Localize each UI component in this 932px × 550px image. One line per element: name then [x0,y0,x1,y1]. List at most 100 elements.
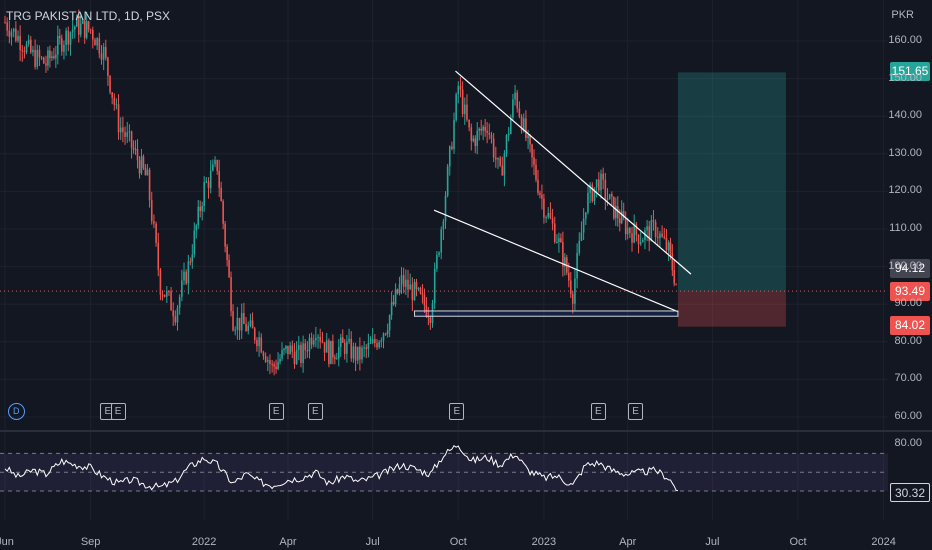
candle-body [578,240,581,254]
candle-body [102,46,105,60]
candle-body [448,146,451,167]
candle-body [271,364,273,366]
candle-body [161,294,164,296]
candle-body [197,206,200,226]
candle-body [529,135,531,145]
candle-body [541,194,543,199]
price-tick-label: 90.00 [894,297,922,310]
candle-body [176,307,179,323]
time-tick-label: Sep [80,536,101,548]
candle-body [247,325,250,332]
candle-body [264,356,267,362]
candle-body [367,343,370,350]
candle-body [256,340,258,347]
candle-body [334,357,336,359]
candle-body [459,85,462,90]
candle-body [490,134,493,139]
time-tick-label: Jul [365,536,380,548]
candle-body [352,346,355,359]
candle-body [136,149,139,161]
candle-body [69,32,72,45]
candle-body [451,146,453,150]
candle-body [142,156,145,168]
candle-body [476,130,479,146]
candle-body [224,223,226,247]
candle-body [228,259,230,278]
candle-body [317,336,319,338]
candle-body [343,342,346,354]
candle-body [537,179,539,193]
candle-body [503,153,506,176]
candle-body [600,173,602,191]
candle-body [525,118,527,139]
candle-body [661,233,663,237]
candle-body [499,157,501,166]
candle-body [51,56,53,59]
candle-body [214,160,216,165]
candle-body [65,30,67,45]
candle-body [405,279,407,287]
symbol-title[interactable]: TRG PAKISTAN LTD, 1D, PSX [6,9,171,23]
candle-body [396,289,399,294]
candle-body [436,255,438,269]
candle-body [394,289,397,305]
candle-body [472,138,475,141]
candle-body [620,211,623,224]
candle-body [558,238,560,242]
candle-body [17,35,19,41]
candle-body [580,232,583,241]
candle-body [663,236,666,238]
candle-body [569,280,572,294]
candle-body [260,337,263,353]
time-tick-label: Oct [449,536,467,548]
candle-body [4,22,6,24]
candle-body [615,205,617,219]
candle-body [81,20,84,24]
candle-body [94,39,96,46]
candle-body [323,342,326,353]
candle-body [374,339,376,344]
candle-body [124,132,126,137]
candle-body [622,211,625,218]
candle-body [522,118,525,131]
candle-body [675,283,677,285]
candle-body [330,340,332,364]
candle-body [539,192,541,195]
price-tick-label: 70.00 [894,372,922,385]
candle-body [571,293,574,304]
candle-body [656,237,659,239]
candle-body [193,230,196,255]
candle-body [354,346,357,361]
candle-body [527,135,529,139]
candle-body [604,179,607,199]
candle-body [551,218,554,224]
candle-body [495,157,497,160]
candle-body [107,57,109,76]
candle-body [216,160,219,171]
candle-body [624,217,627,235]
rsi-line [4,444,679,492]
candle-body [556,241,558,243]
candle-body [57,36,59,55]
candle-body [652,220,655,223]
candle-body [350,338,353,359]
candle-body [407,279,409,290]
candle-body [384,333,387,335]
candle-body [170,291,172,311]
candle-body [266,360,269,362]
candle-body [92,29,94,40]
candle-body [359,346,361,360]
candle-body [646,226,648,231]
candle-body [98,38,101,54]
candle-body [361,347,363,360]
candle-body [63,44,65,52]
candle-body [172,310,175,317]
support-box [414,310,679,317]
candle-body [509,117,512,134]
currency-label: PKR [891,9,914,21]
candle-body [639,242,642,245]
candle-body [629,227,631,234]
candle-body [8,30,11,37]
